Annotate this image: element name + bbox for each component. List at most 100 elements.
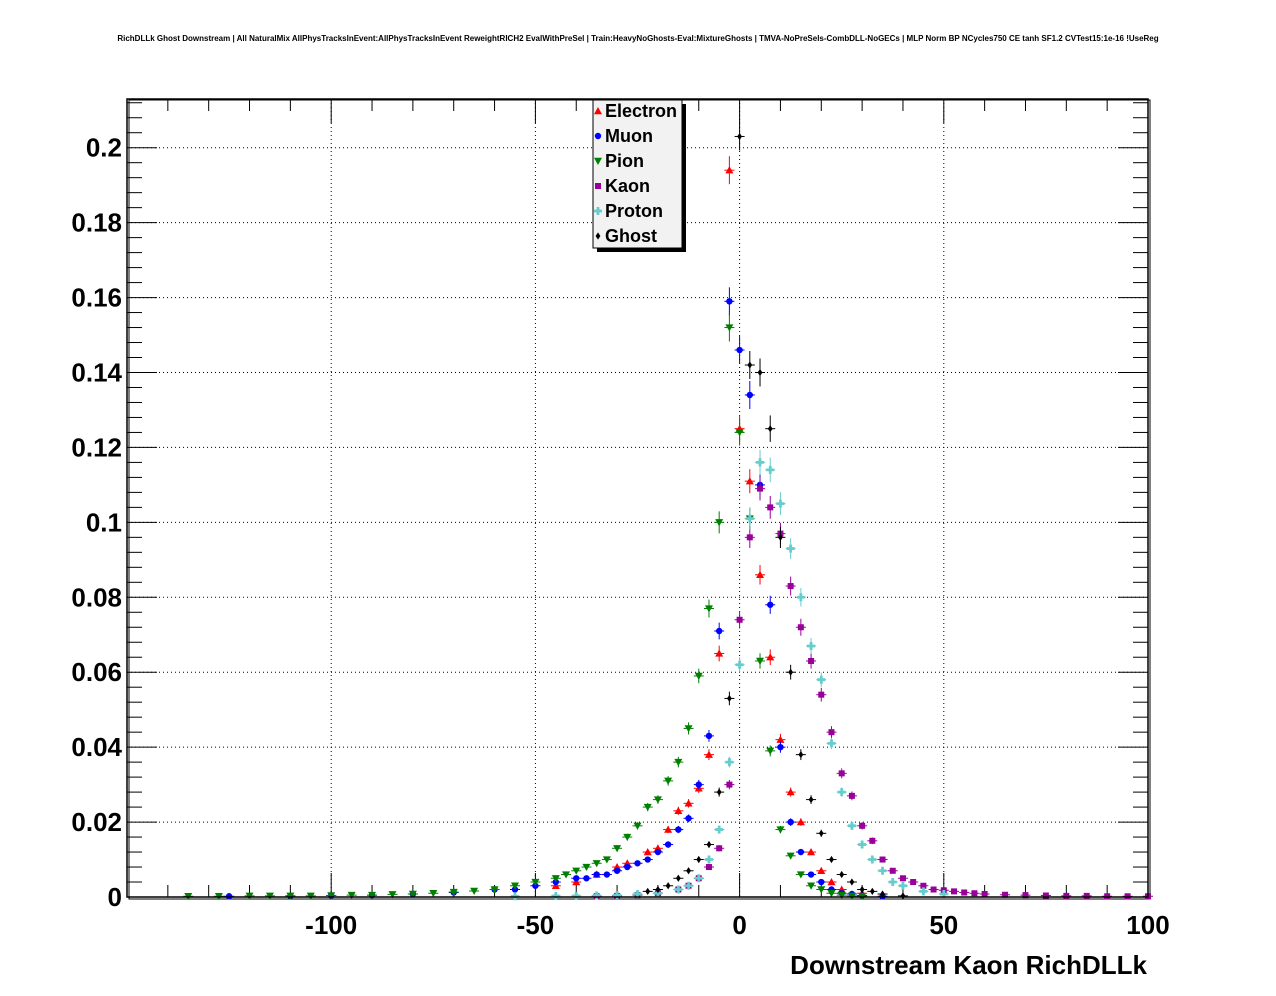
proton-point [837, 788, 846, 797]
ghost-point [859, 885, 865, 894]
electron-point [725, 166, 734, 174]
pion-point [725, 324, 734, 332]
pion-point [756, 657, 765, 665]
x-tick-label: -100 [305, 910, 357, 940]
pion-point [490, 886, 499, 894]
pion-point [388, 891, 397, 899]
kaon-point [1022, 892, 1029, 899]
pion-point [766, 747, 775, 755]
kaon-point [951, 888, 958, 895]
muon-point [654, 848, 662, 856]
y-tick-label: 0.02 [71, 807, 122, 837]
kaon-point [869, 837, 876, 844]
ghost-point [788, 668, 794, 676]
proton-point [684, 881, 693, 890]
ghost-point [829, 855, 834, 864]
electron-point [704, 750, 713, 758]
electron-point [766, 653, 775, 661]
proton-point [551, 891, 560, 900]
muon-point [807, 871, 815, 878]
kaon-point [818, 691, 825, 698]
ghost-point [665, 882, 671, 890]
pion-point [429, 890, 438, 898]
pion-point [572, 867, 581, 875]
ghost-point [839, 870, 845, 879]
proton-point [766, 465, 775, 474]
electron-point [827, 878, 836, 886]
legend-marker-electron [594, 107, 602, 115]
kaon-point [899, 875, 906, 882]
proton-point [939, 890, 948, 899]
axis-ticks [127, 99, 1149, 898]
proton-point [858, 840, 867, 849]
electron-point [674, 806, 683, 815]
kaon-point [757, 485, 764, 492]
y-tick-label: 0.12 [71, 432, 122, 462]
y-tick-label: 0.06 [71, 657, 122, 687]
ghost-point [675, 874, 681, 882]
x-tick-label: -50 [517, 910, 555, 940]
kaon-point [787, 583, 794, 590]
kaon-point [736, 616, 743, 623]
electron-point [807, 848, 816, 856]
muon-point [787, 818, 794, 826]
kaon-point [746, 534, 753, 541]
electron-point [776, 735, 785, 743]
ghost-point [747, 361, 753, 369]
ghost-point [716, 788, 722, 796]
muon-point [746, 391, 754, 399]
ghost-point [818, 829, 824, 837]
kaon-point [1063, 892, 1070, 899]
series-pion [183, 313, 868, 901]
pion-point [684, 725, 693, 733]
x-tick-labels: -100 -50 0 50 100 [305, 910, 1170, 940]
muon-point [593, 871, 600, 878]
kaon-point [971, 890, 978, 897]
ghost-point [696, 855, 702, 864]
pion-point [633, 822, 642, 830]
muon-point [818, 878, 825, 886]
kaon-point [848, 792, 855, 799]
pion-point [327, 892, 336, 900]
pion-point [623, 833, 632, 842]
pion-point [643, 803, 652, 812]
muon-point [613, 867, 621, 874]
kaon-point [910, 879, 917, 886]
series-electron [550, 156, 868, 897]
proton-point [592, 891, 601, 900]
y-tick-label: 0.08 [71, 582, 122, 612]
legend-label-electron: Electron [605, 101, 677, 121]
ghost-point [706, 840, 712, 849]
proton-point [756, 458, 765, 467]
electron-point [745, 477, 754, 485]
pion-point [674, 758, 683, 767]
kaon-point [961, 889, 968, 896]
electron-point [684, 799, 693, 807]
pion-point [837, 891, 846, 900]
muon-point [634, 860, 641, 867]
ghost-point [798, 751, 804, 759]
electron-point [796, 818, 805, 826]
kaon-point [920, 882, 927, 889]
electron-point [551, 881, 560, 889]
muon-point [797, 848, 805, 856]
proton-point [694, 874, 703, 883]
proton-point [715, 825, 724, 834]
ghost-point [645, 887, 651, 895]
proton-point [572, 891, 581, 900]
ghost-point [849, 878, 855, 886]
pion-point [715, 519, 724, 527]
muon-point [767, 601, 774, 608]
pion-point [704, 605, 713, 613]
kaon-point [808, 657, 815, 664]
muon-point [603, 871, 611, 878]
ghost-point [757, 368, 763, 377]
ghost-point [655, 885, 661, 894]
muon-point [675, 826, 682, 833]
electron-point [756, 570, 765, 579]
muon-point [715, 627, 723, 635]
ghost-point [900, 892, 906, 900]
legend-items: Electron Muon Pion Kaon Proton Ghost [594, 101, 677, 246]
kaon-point [838, 770, 845, 777]
pion-point [551, 875, 560, 883]
